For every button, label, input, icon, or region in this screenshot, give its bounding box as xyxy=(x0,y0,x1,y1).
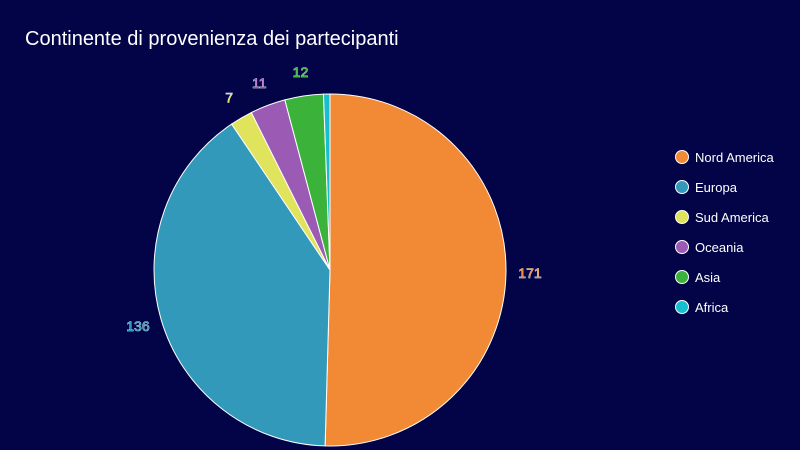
data-label-nord-america: 171 xyxy=(518,265,542,281)
legend-item-nord-america[interactable]: Nord America xyxy=(675,142,774,172)
legend-marker-icon xyxy=(675,270,689,284)
legend-label: Africa xyxy=(695,299,729,315)
data-label-europa: 136 xyxy=(126,318,150,334)
legend-item-asia[interactable]: Asia xyxy=(675,262,774,292)
legend-marker-icon xyxy=(675,300,689,314)
legend-item-africa[interactable]: Africa xyxy=(675,292,774,322)
data-label-oceania: 11 xyxy=(252,75,267,91)
pie-slice-nord-america xyxy=(324,93,507,447)
legend-marker-icon xyxy=(675,180,689,194)
legend-marker-icon xyxy=(675,150,689,164)
legend-label: Asia xyxy=(695,269,721,285)
legend-item-oceania[interactable]: Oceania xyxy=(675,232,774,262)
legend-label: Europa xyxy=(695,179,737,195)
chart-legend: Nord America Europa Sud America Oceania Asia… xyxy=(675,142,774,322)
legend-marker-icon xyxy=(675,210,689,224)
legend-label: Oceania xyxy=(695,239,744,255)
legend-item-sud-america[interactable]: Sud America xyxy=(675,202,774,232)
data-label-asia: 12 xyxy=(293,64,309,80)
legend-marker-icon xyxy=(675,240,689,254)
pie-slice-africa xyxy=(322,93,331,271)
pie-slice-europa xyxy=(153,123,331,447)
data-label-sud-america: 7 xyxy=(225,89,233,105)
legend-label: Sud America xyxy=(695,209,769,225)
legend-label: Nord America xyxy=(695,149,774,165)
chart-title: Continente di provenienza dei partecipan… xyxy=(25,28,399,50)
legend-item-europa[interactable]: Europa xyxy=(675,172,774,202)
